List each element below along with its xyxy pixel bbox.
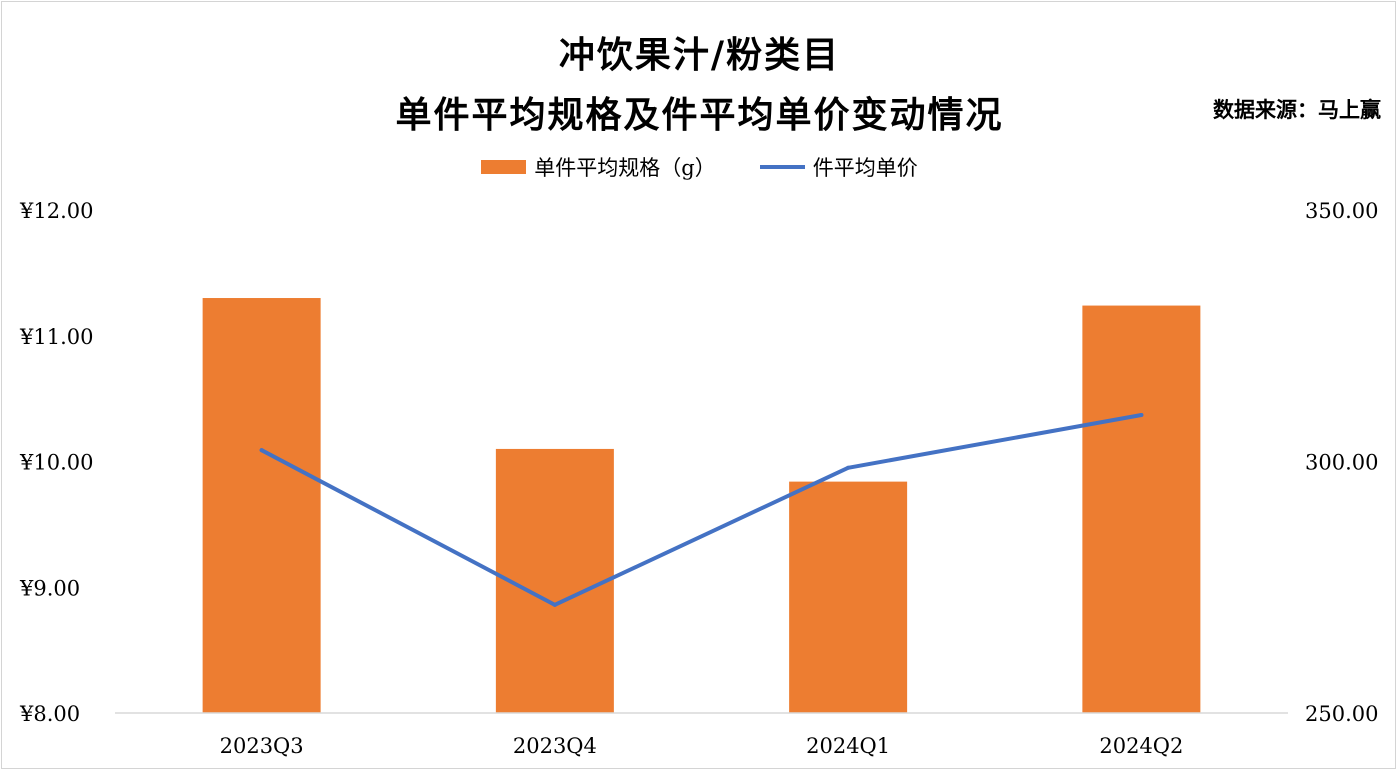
- legend-label-line: 件平均单价: [812, 156, 918, 180]
- chart-title-line2: 单件平均规格及件平均单价变动情况: [395, 94, 1004, 136]
- left-axis-tick-label: ¥10.00: [19, 451, 93, 475]
- bar-2024Q1: [789, 481, 908, 713]
- right-axis-tick-label: 350.00: [1305, 199, 1378, 223]
- bar-2024Q2: [1082, 305, 1201, 713]
- legend-item-line: 件平均单价: [759, 152, 918, 182]
- x-axis-tick-label: 2023Q4: [513, 734, 597, 758]
- line-series-unit-price: [259, 412, 1144, 607]
- left-axis-tick-label: ¥8.00: [19, 702, 80, 726]
- left-axis-tick-label: ¥12.00: [19, 199, 93, 223]
- bar-2023Q4: [495, 448, 614, 713]
- right-axis-tick-label: 300.00: [1305, 451, 1378, 475]
- line-point-2024Q1: [846, 465, 851, 470]
- legend-swatch-bar: [481, 160, 527, 174]
- x-axis-tick-label: 2024Q2: [1099, 734, 1183, 758]
- legend-label-bar: 单件平均规格（g）: [534, 156, 716, 180]
- legend-item-bar: 单件平均规格（g）: [481, 152, 716, 182]
- line-point-2023Q4: [552, 602, 557, 607]
- chart-title-line1: 冲饮果汁/粉类目: [558, 34, 841, 76]
- bar-2023Q3: [202, 298, 321, 713]
- left-axis-tick-label: ¥9.00: [19, 576, 80, 600]
- line-point-2024Q2: [1139, 412, 1144, 417]
- data-source-label: 数据来源：马上赢: [1213, 97, 1381, 122]
- x-axis-tick-label: 2024Q1: [806, 734, 890, 758]
- x-axis-tick-label: 2023Q3: [220, 734, 304, 758]
- right-axis-tick-label: 250.00: [1305, 702, 1378, 726]
- legend-swatch-line: [759, 165, 805, 169]
- chart-legend: 单件平均规格（g） 件平均单价: [0, 152, 1399, 182]
- left-axis-tick-label: ¥11.00: [19, 325, 93, 349]
- line-point-2023Q3: [259, 448, 264, 453]
